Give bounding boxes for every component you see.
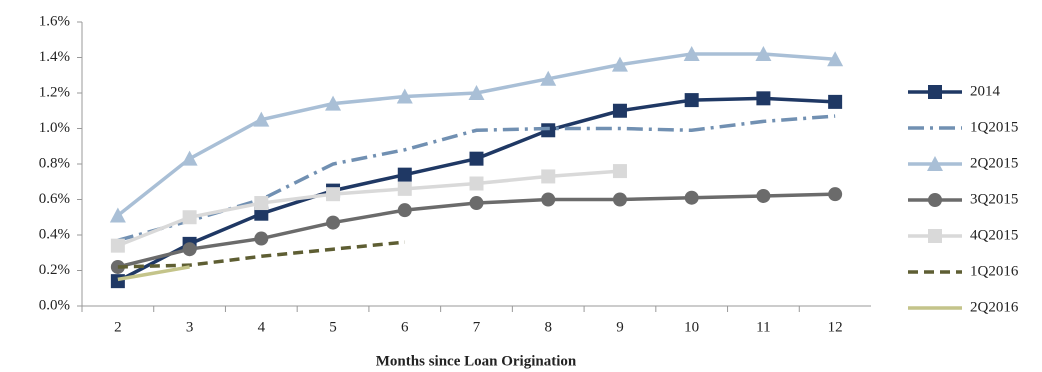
series-line bbox=[117, 240, 405, 269]
point bbox=[254, 196, 269, 211]
point bbox=[181, 150, 198, 166]
y-tick-label: 1.0% bbox=[39, 120, 70, 136]
point bbox=[396, 88, 413, 104]
legend-marker bbox=[927, 156, 943, 171]
y-tick-label: 0.0% bbox=[39, 297, 70, 313]
point bbox=[254, 206, 269, 221]
point bbox=[612, 103, 627, 118]
y-tick-label: 0.8% bbox=[39, 155, 70, 171]
point bbox=[253, 111, 270, 127]
legend-label: 1Q2016 bbox=[970, 263, 1019, 279]
point bbox=[326, 215, 341, 230]
y-tick-label: 0.2% bbox=[39, 262, 70, 278]
y-tick-label: 0.4% bbox=[39, 226, 70, 242]
x-tick-label: 9 bbox=[616, 319, 624, 335]
x-tick-label: 5 bbox=[329, 319, 337, 335]
point bbox=[110, 238, 125, 253]
x-tick-label: 3 bbox=[186, 319, 194, 335]
x-tick-label: 8 bbox=[544, 319, 552, 335]
y-tick-label: 1.2% bbox=[39, 84, 70, 100]
legend-label: 2Q2016 bbox=[970, 299, 1019, 315]
x-tick-label: 11 bbox=[756, 319, 770, 335]
x-tick-label: 2 bbox=[114, 319, 122, 335]
point bbox=[326, 187, 341, 202]
point bbox=[469, 196, 484, 211]
point bbox=[540, 70, 557, 86]
y-tick-label: 1.4% bbox=[39, 49, 70, 65]
legend-marker bbox=[928, 229, 942, 243]
x-tick-label: 7 bbox=[473, 319, 481, 335]
point bbox=[110, 274, 125, 289]
legend-label: 2014 bbox=[970, 83, 1001, 99]
legend-label: 3Q2015 bbox=[970, 191, 1018, 207]
point bbox=[684, 93, 699, 108]
point bbox=[755, 45, 772, 61]
x-tick-label: 10 bbox=[684, 319, 699, 335]
x-tick-label: 6 bbox=[401, 319, 409, 335]
series-line bbox=[116, 52, 836, 217]
legend-label: 2Q2015 bbox=[970, 155, 1018, 171]
point bbox=[684, 190, 699, 205]
point bbox=[109, 207, 126, 223]
x-tick-label: 4 bbox=[258, 319, 266, 335]
point bbox=[397, 167, 412, 182]
point bbox=[541, 123, 556, 138]
point bbox=[468, 85, 485, 100]
series-line bbox=[117, 169, 621, 248]
point bbox=[683, 45, 700, 61]
legend-marker bbox=[928, 85, 942, 99]
legend-label: 1Q2015 bbox=[970, 119, 1018, 135]
point bbox=[182, 210, 197, 225]
point bbox=[612, 192, 627, 207]
point bbox=[756, 91, 771, 106]
point bbox=[756, 188, 771, 203]
series-line bbox=[117, 265, 190, 282]
point bbox=[469, 151, 484, 166]
point bbox=[182, 242, 197, 257]
point bbox=[827, 51, 844, 67]
point bbox=[612, 164, 627, 179]
legend-label: 4Q2015 bbox=[970, 227, 1018, 243]
point bbox=[541, 192, 556, 207]
point bbox=[611, 56, 628, 72]
point bbox=[397, 203, 412, 218]
point bbox=[469, 176, 484, 191]
point bbox=[828, 187, 843, 202]
point bbox=[254, 231, 269, 246]
point bbox=[828, 94, 843, 109]
point bbox=[325, 95, 342, 111]
point bbox=[397, 181, 412, 196]
point bbox=[541, 169, 556, 184]
y-tick-label: 0.6% bbox=[39, 191, 70, 207]
legend-marker bbox=[928, 193, 942, 207]
x-axis-title: Months since Loan Origination bbox=[376, 353, 577, 369]
y-tick-label: 1.6% bbox=[39, 13, 70, 29]
x-tick-label: 12 bbox=[828, 319, 843, 335]
